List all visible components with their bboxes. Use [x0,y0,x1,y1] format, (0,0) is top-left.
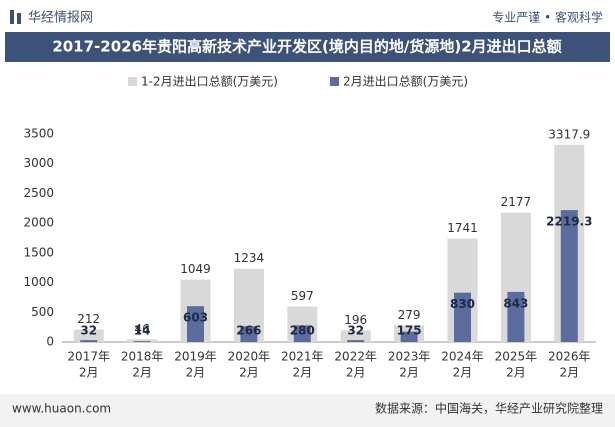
chart-title: 2017-2026年贵阳高新技术产业开发区(境内目的地/货源地)2月进出口总额 [52,38,561,56]
y-tick-label: 3000 [23,156,54,170]
x-tick-label: 2月 [132,366,152,380]
logo-text: 华经情报网 [28,11,93,26]
y-tick-label: 1500 [23,245,54,259]
x-tick-label: 2月 [399,366,419,380]
x-tick-label: 2023年 [388,350,431,364]
x-tick-label: 2月 [79,366,99,380]
value-label: 46 [134,322,149,336]
x-tick-label: 2022年 [334,350,377,364]
bar [187,306,204,342]
value-label: 603 [183,311,208,325]
bar [127,339,158,342]
value-label: 597 [291,289,314,303]
value-label: 212 [77,312,100,326]
bar [240,326,258,342]
y-tick-label: 1000 [23,275,54,289]
x-tick-label: 2024年 [441,350,484,364]
legend-swatch [330,77,339,86]
y-tick-label: 3500 [23,127,54,141]
bar [400,331,418,342]
bar [133,341,151,342]
y-tick-label: 2000 [23,216,54,230]
bar [340,330,371,342]
x-tick-label: 2018年 [121,350,164,364]
y-tick-label: 0 [46,335,54,349]
title-banner [5,32,610,62]
bar [454,292,471,342]
bar [507,291,525,342]
source: 数据来源：中国海关，华经产业研究院整理 [375,401,603,416]
value-label: 32 [80,324,97,338]
x-tick-label: 2月 [559,366,579,380]
value-label: 175 [397,324,422,338]
x-tick-label: 2月 [186,366,206,380]
x-tick-label: 2月 [453,366,473,380]
value-label: 1234 [234,251,265,265]
x-tick-label: 2月 [346,366,366,380]
value-label: 32 [347,324,364,338]
x-tick-label: 2021年 [281,350,324,364]
value-label: 3317.9 [548,127,590,141]
x-tick-label: 2月 [506,366,526,380]
bar [293,325,311,342]
x-tick-label: 2025年 [495,350,538,364]
y-tick-label: 500 [31,305,54,319]
bar [73,329,104,342]
value-label: 843 [503,296,528,310]
x-tick-label: 2019年 [174,350,217,364]
value-label: 1741 [447,221,478,235]
legend-label: 2月进出口总额(万美元) [343,75,468,89]
bar [347,340,365,342]
value-label: 279 [398,308,421,322]
x-tick-label: 2月 [239,366,259,380]
x-tick-label: 2026年 [548,350,591,364]
value-label: 1049 [180,262,211,276]
x-tick-label: 2017年 [67,350,110,364]
value-label: 196 [344,313,367,327]
value-label: 14 [134,324,151,338]
x-tick-label: 2月 [292,366,312,380]
legend-swatch [128,77,137,86]
x-tick-label: 2020年 [228,350,271,364]
legend-label: 1-2月进出口总额(万美元) [141,75,278,89]
logo-icon [17,13,21,24]
value-label: 830 [450,297,475,311]
logo-icon [10,10,14,24]
value-label: 2177 [501,195,532,209]
website: www.huaon.com [12,402,111,416]
y-tick-label: 2500 [23,186,54,200]
value-label: 2219.3 [546,215,592,229]
value-label: 280 [290,324,315,338]
value-label: 266 [236,324,261,338]
footer-band [0,394,615,427]
bar [560,210,578,342]
bar [80,340,98,342]
slogan: 专业严谨 • 客观科学 [492,10,603,25]
